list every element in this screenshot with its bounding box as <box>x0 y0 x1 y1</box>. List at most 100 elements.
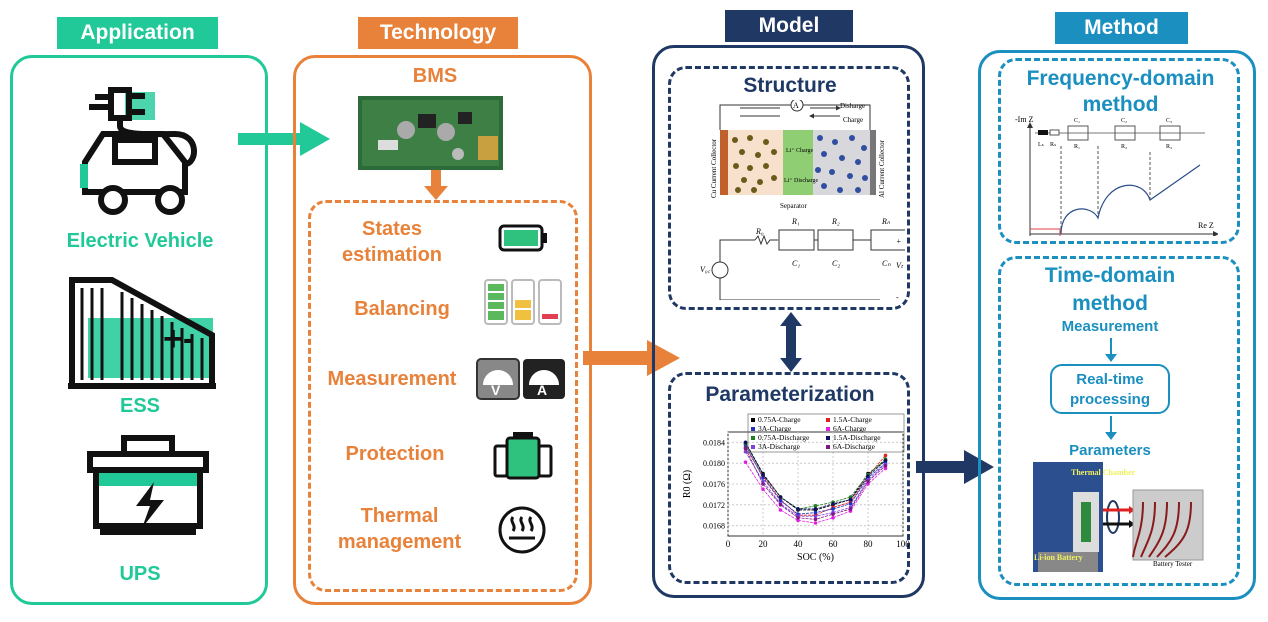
data-point <box>831 512 835 516</box>
data-point <box>813 504 818 508</box>
legend-marker <box>826 436 830 440</box>
data-point <box>831 507 835 511</box>
data-point <box>883 458 888 463</box>
function-thermal-management: Thermal management <box>337 505 462 553</box>
nyquist-c1: C₁ <box>1074 118 1080 124</box>
legend-label: 3A-Charge <box>758 424 792 433</box>
bms-label: BMS <box>412 65 458 87</box>
battery-protection-icon <box>493 432 553 480</box>
r0-soc-chart: 0 20 40 60 80 100 0.0168 0.0172 0.0176 0.0180 0.01… <box>682 413 910 563</box>
test-setup-image: Thermal Chamber Li-ion Battery Battery T… <box>1033 462 1204 572</box>
circuit-cn: Cₙ <box>882 259 891 268</box>
x-tick-label: 0 <box>726 539 731 549</box>
step-parameters: Parameters <box>1069 442 1151 459</box>
data-point <box>796 507 800 511</box>
step-measurement: Measurement <box>1061 318 1159 335</box>
li-charge-label: Li⁺ Charge <box>786 147 814 154</box>
circuit-r1: R₁ <box>791 217 800 226</box>
data-point <box>743 446 748 451</box>
legend-marker <box>751 418 755 422</box>
method-title: Method <box>1055 12 1188 44</box>
ups-battery-icon <box>87 435 209 535</box>
legend-label: 3A-Discharge <box>758 442 801 451</box>
nyquist-r1: R₁ <box>1074 144 1080 150</box>
series-line <box>745 442 886 510</box>
data-point <box>813 514 818 519</box>
function-balancing: Balancing <box>354 298 450 320</box>
data-point <box>796 516 800 520</box>
nyquist-r2: R₂ <box>1121 144 1127 150</box>
charge-label: Charge <box>843 116 863 124</box>
circuit-minus: - <box>896 293 899 300</box>
function-measurement: Measurement <box>327 368 457 390</box>
x-axis-label: SOC (%) <box>797 552 834 563</box>
discharge-label: Disharge <box>840 102 865 110</box>
structure-box <box>668 66 910 310</box>
application-title: Application <box>57 17 218 49</box>
frequency-domain-box <box>998 58 1240 244</box>
x-tick-label: 60 <box>829 539 839 549</box>
nyquist-r3: R₃ <box>1166 144 1172 150</box>
realtime-processing-box <box>1050 364 1170 414</box>
y-axis-label: R0 (Ω) <box>682 470 693 498</box>
arrow-bms-down <box>424 170 448 200</box>
legend-label: 0.75A-Charge <box>758 415 801 424</box>
arrow-down-icon <box>1105 338 1117 362</box>
legend-label: 0.75A-Discharge <box>758 433 810 442</box>
circuit-rn: Rₙ <box>881 217 891 226</box>
circuit-vt: Vₜ <box>896 261 904 270</box>
y-tick-label: 0.0168 <box>703 522 725 531</box>
time-domain-box <box>998 256 1240 586</box>
circuit-voc: V₀꜀ <box>700 265 711 274</box>
arrow-model-to-method <box>916 450 994 484</box>
data-point <box>778 503 783 507</box>
y-tick-label: 0.0172 <box>703 501 725 510</box>
al-collector-label: Al Current Collector <box>878 139 886 198</box>
x-tick-label: 40 <box>794 539 804 549</box>
legend-marker <box>751 436 755 440</box>
legend-marker <box>751 445 755 449</box>
bms-board-image <box>358 96 503 170</box>
legend-box <box>747 413 905 453</box>
nyquist-ls: Lₛ <box>1038 142 1044 148</box>
nyquist-c3: C₃ <box>1166 118 1172 124</box>
data-point <box>743 460 748 464</box>
data-point <box>848 497 853 502</box>
method-panel <box>978 50 1256 600</box>
x-tick-label: 20 <box>759 539 769 549</box>
svg-text:+-: +- <box>163 320 194 358</box>
time-domain-title: Time-domain method <box>1044 264 1176 315</box>
legend-label: 6A-Charge <box>833 424 867 433</box>
x-tick-label: 100 <box>896 539 910 549</box>
li-discharge-label: Li⁺ Discharge <box>784 177 819 184</box>
battery-tester-label: Battery Tester <box>1153 560 1193 568</box>
technology-title: Technology <box>358 17 518 49</box>
application-label-ess: ESS <box>119 395 161 417</box>
y-tick-label: 0.0176 <box>703 480 725 489</box>
svg-text:V: V <box>491 382 501 398</box>
data-point <box>761 487 765 491</box>
legend-label: 1.5A-Discharge <box>833 433 881 442</box>
data-point <box>778 508 783 512</box>
arrow-application-to-technology <box>238 122 330 156</box>
cu-collector-label: Cu Current Collector <box>710 138 718 198</box>
model-title: Model <box>725 10 853 42</box>
y-tick-label: 0.0180 <box>703 459 725 468</box>
data-point <box>883 466 888 471</box>
svg-text:A: A <box>537 382 547 398</box>
legend-marker <box>826 418 830 422</box>
voltmeter-ammeter-icon: V A <box>476 358 565 400</box>
thermal-chamber-label: Thermal Chamber <box>1071 468 1136 477</box>
function-states-estimation: States estimation <box>341 218 443 266</box>
legend-label: 6A-Discharge <box>833 442 876 451</box>
parameterization-title: Parameterization <box>705 383 875 406</box>
electric-car-icon <box>80 87 197 215</box>
circuit-plus: + <box>896 237 901 246</box>
nyquist-c2: C₂ <box>1121 118 1127 124</box>
circuit-c2: C₂ <box>832 259 840 268</box>
data-point <box>778 495 783 499</box>
nyquist-x-label: Re Z <box>1198 221 1214 230</box>
data-point <box>866 479 870 484</box>
data-point <box>761 472 765 477</box>
circuit-r0: R₀ <box>755 227 764 236</box>
